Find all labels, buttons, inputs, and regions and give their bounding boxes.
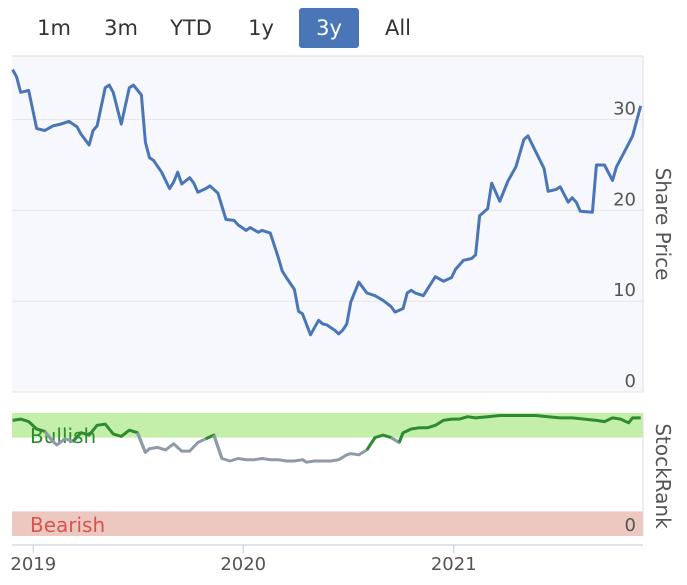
share-price-line <box>11 68 643 337</box>
bearish-label: Bearish <box>30 513 105 537</box>
share-price-axis-title: Share Price <box>651 168 675 281</box>
stockrank-panel: Bullish Bearish 0 StockRank <box>12 413 675 537</box>
range-button-3m[interactable]: 3m <box>104 16 138 40</box>
price-tick-label: 10 <box>613 280 636 301</box>
stockrank-tick-label: 0 <box>625 515 636 536</box>
range-button-1y[interactable]: 1y <box>248 16 274 40</box>
stockrank-line-neutral <box>212 434 377 464</box>
x-tick-label: 2021 <box>431 554 477 575</box>
price-panel: 0 10 20 30 Share Price <box>11 55 675 393</box>
stockrank-line-bullish <box>71 422 147 453</box>
price-tick-label: 0 <box>625 371 636 392</box>
bullish-label: Bullish <box>30 424 96 448</box>
price-tick-label: 30 <box>613 99 636 120</box>
x-tick-label: 2019 <box>10 554 56 575</box>
range-button-all[interactable]: All <box>384 16 412 40</box>
x-axis: 2019 2020 2021 <box>10 544 643 575</box>
range-button-3y[interactable]: 3y <box>299 8 359 48</box>
x-tick-label: 2020 <box>220 554 266 575</box>
range-button-ytd[interactable]: YTD <box>170 16 212 40</box>
range-button-1m[interactable]: 1m <box>37 16 71 40</box>
stockrank-line-bullish <box>397 414 641 444</box>
bearish-zone <box>12 511 643 536</box>
price-plot-background <box>12 56 643 392</box>
range-selector: 1m 3m YTD 1y 3y All <box>0 4 687 48</box>
price-tick-label: 20 <box>613 189 636 210</box>
stockrank-axis-title: StockRank <box>651 423 675 529</box>
stockrank-line-neutral <box>136 432 215 454</box>
